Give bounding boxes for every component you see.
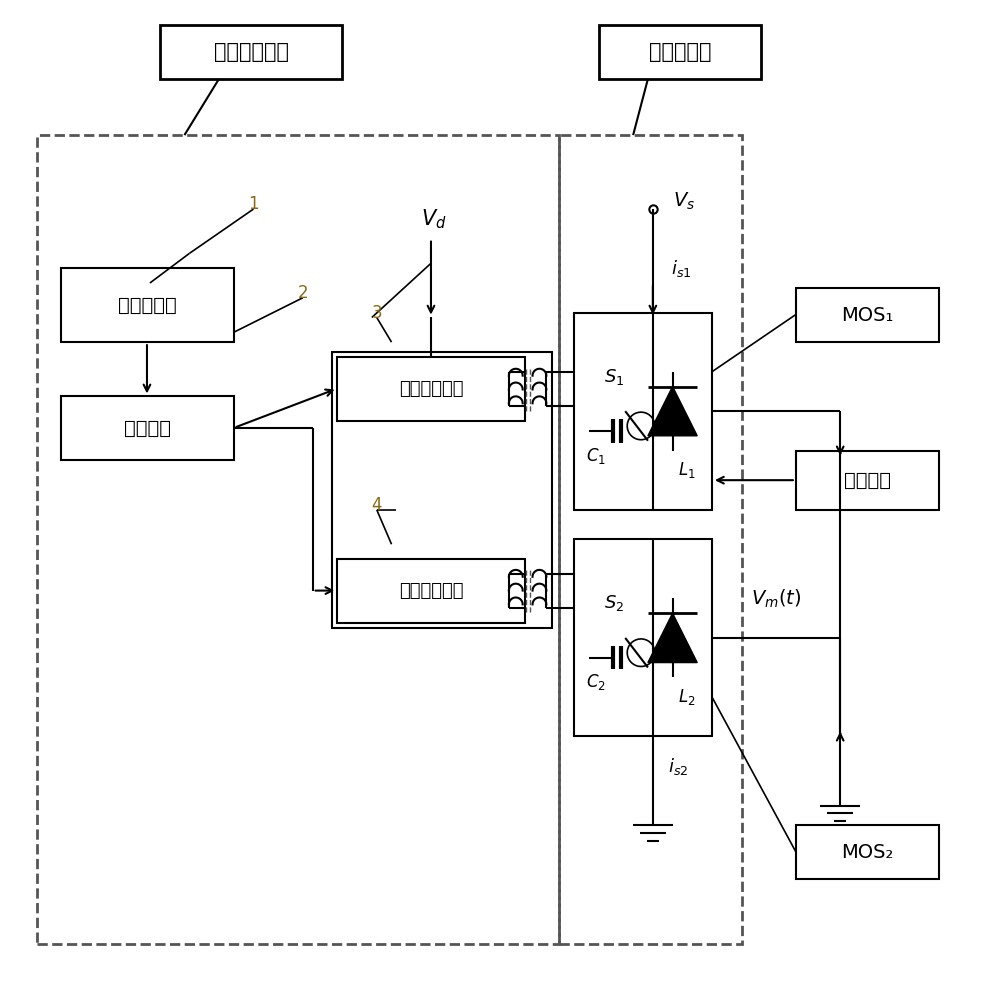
Bar [559, 135, 742, 944]
Text: 图腾柱电路: 图腾柱电路 [649, 41, 711, 62]
Text: $S_1$: $S_1$ [604, 367, 624, 387]
Text: $C_2$: $C_2$ [586, 672, 606, 693]
Bar [160, 25, 342, 79]
Text: MOS₁: MOS₁ [841, 306, 894, 325]
Text: 信号发生器: 信号发生器 [118, 295, 177, 315]
Bar [61, 397, 234, 461]
Text: 驱动电路模块: 驱动电路模块 [214, 41, 289, 62]
Text: 4: 4 [371, 496, 382, 514]
Bar [796, 826, 939, 880]
Text: $V_s$: $V_s$ [673, 191, 695, 212]
Bar [37, 135, 559, 944]
Text: 第一驱动模块: 第一驱动模块 [399, 380, 463, 398]
Text: 隔离模块: 隔离模块 [124, 419, 171, 438]
Text: $i_{s1}$: $i_{s1}$ [671, 258, 691, 278]
Text: $V_d$: $V_d$ [421, 207, 447, 230]
Bar [599, 25, 761, 79]
Bar [574, 539, 712, 736]
Text: 1: 1 [248, 195, 259, 214]
Bar [574, 313, 712, 510]
Text: $L_1$: $L_1$ [678, 461, 695, 480]
Text: 3: 3 [371, 304, 382, 322]
Text: $S_2$: $S_2$ [604, 593, 624, 613]
Text: $C_1$: $C_1$ [586, 446, 606, 465]
Bar [796, 451, 939, 510]
Bar [796, 288, 939, 342]
Polygon shape [648, 613, 697, 662]
Polygon shape [648, 387, 697, 436]
Text: 电路参数: 电路参数 [844, 470, 891, 490]
Bar [337, 357, 525, 421]
Text: 第二驱动模块: 第二驱动模块 [399, 583, 463, 600]
Text: $V_m(t)$: $V_m(t)$ [751, 587, 802, 610]
Text: 2: 2 [297, 283, 308, 302]
Bar [332, 352, 552, 628]
Text: MOS₂: MOS₂ [841, 843, 894, 862]
Bar [61, 269, 234, 342]
Bar [337, 559, 525, 623]
Text: $L_2$: $L_2$ [678, 687, 695, 707]
Text: $i_{s2}$: $i_{s2}$ [668, 756, 688, 776]
